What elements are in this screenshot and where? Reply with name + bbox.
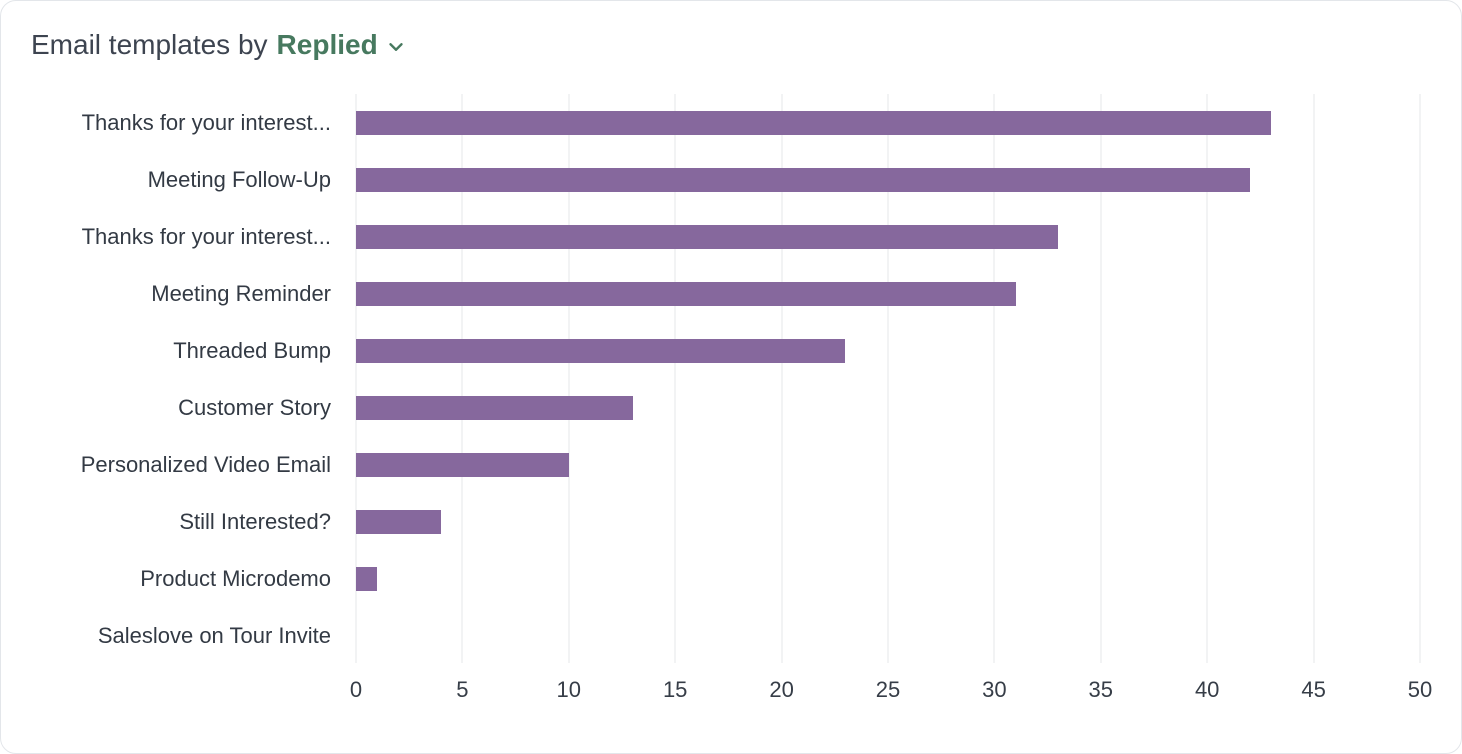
bar[interactable] — [356, 338, 846, 363]
bar[interactable] — [356, 395, 633, 420]
bar[interactable] — [356, 509, 442, 534]
gridline — [1099, 94, 1102, 663]
x-axis-tick-label: 50 — [1407, 677, 1433, 702]
bar-track — [356, 224, 1420, 249]
x-axis-tick-label: 15 — [662, 677, 688, 702]
category-label: Meeting Reminder — [151, 280, 331, 306]
table-row: Saleslove on Tour Invite — [1, 607, 1461, 664]
category-label: Thanks for your interest... — [81, 109, 331, 135]
table-row: Customer Story — [1, 379, 1461, 436]
bar-track — [356, 452, 1420, 477]
bar-track — [356, 395, 1420, 420]
chevron-down-icon — [385, 32, 407, 58]
x-axis: 0 5 10 15 20 25 30 35 40 45 50 — [350, 663, 1432, 707]
x-axis-tick-label: 35 — [1088, 677, 1114, 702]
gridline — [780, 94, 783, 663]
bar[interactable] — [356, 452, 569, 477]
x-axis-tick-label: 10 — [556, 677, 582, 702]
table-row: Still Interested? — [1, 493, 1461, 550]
chart-title: Email templates by — [31, 29, 268, 60]
gridline — [567, 94, 570, 663]
x-axis-tick-label: 20 — [769, 677, 794, 702]
category-label: Thanks for your interest... — [81, 223, 331, 249]
category-label: Personalized Video Email — [80, 451, 331, 477]
category-label: Still Interested? — [179, 508, 331, 534]
bar[interactable] — [356, 110, 1272, 135]
table-row: Thanks for your interest... — [1, 94, 1461, 151]
bar-chart: Thanks for your interest... Meeting Follo… — [1, 94, 1461, 664]
table-row: Meeting Reminder — [1, 265, 1461, 322]
gridline — [887, 94, 889, 663]
category-label: Saleslove on Tour Invite — [97, 622, 331, 648]
table-row: Product Microdemo — [1, 550, 1461, 607]
category-label: Product Microdemo — [140, 565, 331, 591]
gridline — [993, 94, 996, 663]
bar[interactable] — [356, 566, 378, 591]
gridline — [355, 94, 357, 663]
bar-track — [356, 167, 1420, 192]
bar[interactable] — [356, 224, 1059, 249]
gridline — [674, 94, 677, 663]
x-axis-tick-label: 0 — [349, 677, 363, 702]
x-axis-tick-label: 45 — [1301, 677, 1326, 702]
bar-track — [356, 281, 1420, 306]
x-axis-tick-label: 30 — [982, 677, 1007, 702]
metric-selector-dropdown[interactable]: Replied — [277, 28, 407, 62]
x-axis-tick-label: 25 — [875, 677, 901, 702]
table-row: Meeting Follow-Up — [1, 151, 1461, 208]
bar-track — [356, 624, 1420, 648]
table-row: Thanks for your interest... — [1, 208, 1461, 265]
metric-selector-label: Replied — [276, 29, 378, 60]
bar[interactable] — [356, 281, 1016, 306]
bar-track — [356, 509, 1420, 534]
table-row: Personalized Video Email — [1, 436, 1461, 493]
x-axis-tick-label: 5 — [456, 677, 469, 702]
category-label: Meeting Follow-Up — [147, 166, 331, 192]
bar-track — [356, 110, 1420, 135]
bar[interactable] — [356, 167, 1250, 192]
gridline — [461, 94, 464, 663]
chart-gridlines — [355, 94, 1421, 663]
x-axis-tick-label: 40 — [1194, 677, 1220, 702]
table-row: Threaded Bump — [1, 322, 1461, 379]
gridline — [1312, 94, 1315, 663]
category-label: Customer Story — [178, 394, 331, 420]
card-header: Email templates by Replied — [31, 28, 407, 62]
gridline — [1419, 94, 1421, 663]
bar-track — [356, 566, 1420, 591]
category-label: Threaded Bump — [173, 337, 331, 363]
bar-track — [356, 338, 1420, 363]
gridline — [1206, 94, 1209, 663]
